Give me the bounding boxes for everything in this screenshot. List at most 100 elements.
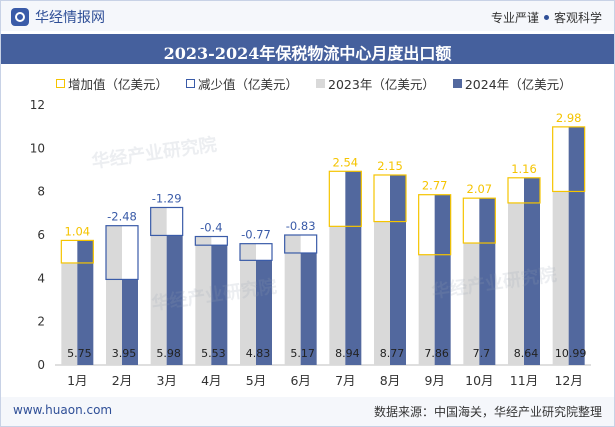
change-label-1: 1.04 <box>65 224 91 238</box>
legend-decrease: 减少值（亿美元） <box>186 74 298 93</box>
bar-2024-6 <box>300 252 317 365</box>
bar-2024-4 <box>211 245 228 365</box>
x-tick-label-5: 5月 <box>246 373 266 388</box>
bar-2024-11 <box>524 177 540 365</box>
change-label-2: -2.48 <box>107 210 137 224</box>
legend-increase-label: 增加值（亿美元） <box>68 77 169 92</box>
change-label-4: -0.4 <box>200 221 222 235</box>
legend-2023-label: 2023年（亿美元） <box>328 77 435 92</box>
footer-source: 数据来源：中国海关，华经产业研究院整理 <box>373 405 602 419</box>
decrease-box-4 <box>194 235 228 246</box>
bar-2023-10 <box>463 243 480 365</box>
change-label-8: 2.15 <box>377 159 403 173</box>
bar-2023-6 <box>284 235 301 365</box>
legend-2024-swatch <box>452 79 462 88</box>
bar-2024-1 <box>77 240 94 365</box>
value-label-2024-3: 5.98 <box>156 347 181 360</box>
y-tick-label-5: 10 <box>30 141 45 155</box>
decrease-box-3 <box>150 206 184 237</box>
decrease-box-5 <box>239 243 273 261</box>
y-tick-label-2: 4 <box>37 271 45 285</box>
bar-2023-5 <box>240 243 256 365</box>
bar-2023-3 <box>150 207 167 365</box>
legend-2024-label: 2024年（亿美元） <box>464 77 572 92</box>
x-tick-label-2: 2月 <box>112 373 132 388</box>
increase-box-8 <box>373 174 407 223</box>
legend-increase: 增加值（亿美元） <box>56 74 168 93</box>
legend-2024: 2024年（亿美元） <box>452 74 572 93</box>
increase-box-11 <box>507 177 541 204</box>
x-tick-label-10: 10月 <box>465 373 493 388</box>
legend-2023-swatch <box>316 79 326 88</box>
value-label-2024-11: 8.64 <box>514 347 539 360</box>
legend-increase-swatch <box>56 79 65 88</box>
x-tick-label-12: 12月 <box>554 373 582 388</box>
value-label-2024-10: 7.7 <box>473 347 491 360</box>
bar-2023-4 <box>195 236 212 365</box>
change-label-12: 2.98 <box>556 111 582 125</box>
brand-name: 华经情报网 <box>35 10 105 26</box>
increase-box-9 <box>418 194 452 256</box>
change-label-5: -0.77 <box>241 228 271 242</box>
value-label-2024-9: 7.86 <box>424 347 449 360</box>
footer-bar <box>1 397 614 426</box>
x-tick-label-11: 11月 <box>510 373 538 388</box>
bar-2023-12 <box>552 191 569 365</box>
decrease-box-6 <box>284 234 318 254</box>
change-label-9: 2.77 <box>422 179 448 193</box>
footer-url[interactable]: www.huaon.com <box>13 403 113 417</box>
bar-2024-2 <box>122 279 138 365</box>
x-tick-label-9: 9月 <box>424 373 444 388</box>
value-label-2024-1: 5.75 <box>67 347 92 360</box>
increase-box-1 <box>60 239 94 264</box>
top-bar: 华经情报网 专业严谨 客观科学 <box>1 1 614 31</box>
increase-box-12 <box>552 126 586 193</box>
legend-decrease-label: 减少值（亿美元） <box>198 77 299 92</box>
slogan: 专业严谨 客观科学 <box>491 9 602 26</box>
y-tick-label-0: 0 <box>37 358 45 372</box>
slogan-left: 专业严谨 <box>490 11 539 25</box>
value-label-2024-5: 4.83 <box>246 347 271 360</box>
value-label-2024-2: 3.95 <box>112 347 137 360</box>
bar-2023-7 <box>329 226 346 365</box>
bar-2023-2 <box>106 225 122 365</box>
change-label-7: 2.54 <box>333 155 359 169</box>
change-label-6: -0.83 <box>286 219 316 233</box>
x-tick-label-8: 8月 <box>380 373 400 388</box>
x-tick-label-7: 7月 <box>335 373 355 388</box>
change-label-10: 2.07 <box>467 182 493 196</box>
increase-box-10 <box>462 197 496 244</box>
bar-2023-9 <box>418 254 435 365</box>
change-label-11: 1.16 <box>511 162 537 176</box>
value-label-2024-4: 5.53 <box>201 347 226 360</box>
change-label-3: -1.29 <box>152 191 182 205</box>
bar-2024-12 <box>568 126 585 365</box>
bar-2024-10 <box>479 198 496 365</box>
slogan-right: 客观科学 <box>553 11 602 25</box>
dot-separator-icon <box>543 15 549 20</box>
bar-2024-5 <box>256 260 272 365</box>
bar-2024-3 <box>166 235 183 365</box>
y-tick-label-1: 2 <box>37 315 45 329</box>
title-bar: 2023-2024年保税物流中心月度出口额 <box>1 34 614 64</box>
legend: 增加值（亿美元） 减少值（亿美元） 2023年（亿美元） 2024年（亿美元） <box>56 74 572 93</box>
bar-2024-8 <box>390 174 406 365</box>
x-tick-label-4: 4月 <box>201 373 221 388</box>
value-label-2024-12: 10.99 <box>555 347 587 360</box>
value-label-2024-7: 8.94 <box>335 347 360 360</box>
chart-title: 2023-2024年保税物流中心月度出口额 <box>163 44 452 63</box>
legend-decrease-swatch <box>186 79 196 88</box>
y-tick-label-3: 6 <box>37 228 45 242</box>
bar-2023-1 <box>61 262 78 365</box>
value-label-2024-8: 8.77 <box>380 347 405 360</box>
bar-2024-9 <box>434 194 451 365</box>
decrease-box-2 <box>105 225 139 281</box>
x-tick-label-1: 1月 <box>67 373 87 388</box>
increase-box-7 <box>328 170 362 227</box>
bar-2023-11 <box>508 202 524 365</box>
bar-2023-8 <box>374 221 390 365</box>
legend-2023: 2023年（亿美元） <box>316 74 435 93</box>
x-tick-label-6: 6月 <box>290 373 310 388</box>
value-label-2024-6: 5.17 <box>290 347 315 360</box>
